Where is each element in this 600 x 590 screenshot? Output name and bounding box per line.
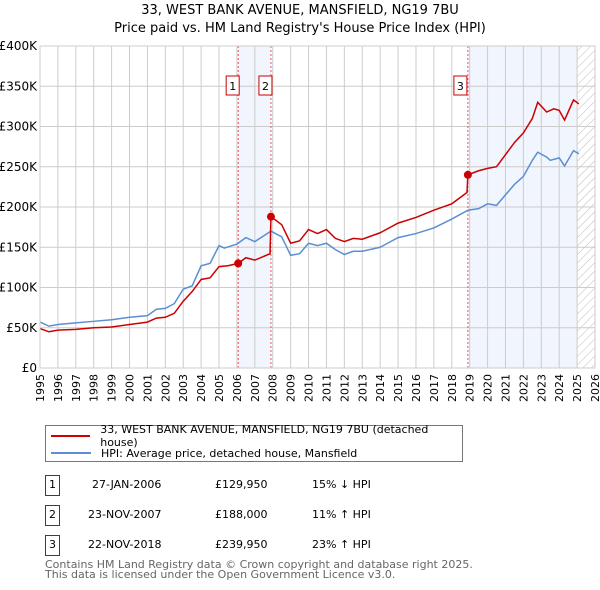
- x-tick-label: 2003: [177, 374, 190, 402]
- chart-subtitle: Price paid vs. HM Land Registry's House …: [114, 21, 486, 36]
- property-line: [39, 98, 580, 333]
- x-tick-label: 2007: [249, 374, 262, 402]
- x-tick-label: 2008: [267, 374, 280, 402]
- y-tick-label: £250K: [0, 160, 38, 174]
- sale-hpi: 15% ↓ HPI: [312, 478, 371, 491]
- x-tick-label: 1998: [88, 374, 101, 402]
- x-tick-label: 2022: [517, 374, 530, 402]
- sale-row: 2 23-NOV-2007 £188,000 11% ↑ HPI: [45, 505, 495, 526]
- sale-label-box: [453, 75, 468, 96]
- sale-label-box: [258, 75, 273, 96]
- sale-hpi: 11% ↑ HPI: [312, 508, 371, 521]
- x-tick-label: 2011: [320, 374, 333, 402]
- x-tick-label: 2019: [464, 374, 477, 402]
- sale-label-box: [225, 75, 240, 96]
- price-chart: 1995 1996 1997 1998 1999 2000 2001 2002 2003 2004…: [0, 39, 600, 402]
- sale-label: 3: [457, 80, 464, 93]
- sale-marker-label: 3: [45, 535, 60, 556]
- sale-point: [234, 259, 243, 268]
- sale-row: 3 22-NOV-2018 £239,950 23% ↑ HPI: [45, 535, 495, 556]
- x-tick-label: 2014: [374, 374, 387, 402]
- y-tick-label: £0: [22, 361, 37, 375]
- chart-title: 33, WEST BANK AVENUE, MANSFIELD, NG19 7B…: [141, 3, 459, 18]
- x-tick-label: 2025: [571, 374, 584, 402]
- x-tick-label: 2004: [195, 374, 208, 402]
- sale-marker-label: 1: [45, 475, 60, 496]
- x-tick-label: 2010: [303, 374, 316, 402]
- x-tick-label: 2009: [285, 374, 298, 402]
- sale-date: 23-NOV-2007: [88, 508, 162, 521]
- x-tick-label: 1995: [34, 374, 47, 402]
- plot-border: [39, 45, 596, 369]
- legend-swatch-hpi: [51, 452, 91, 454]
- footer: Contains HM Land Registry data © Crown c…: [45, 558, 473, 581]
- sale-point: [266, 212, 275, 221]
- x-tick-label: 2020: [482, 374, 495, 402]
- x-tick-label: 2024: [553, 374, 566, 402]
- legend: 33, WEST BANK AVENUE, MANSFIELD, NG19 7B…: [45, 423, 463, 462]
- sale-price: £239,950: [215, 538, 268, 551]
- legend-label-property: 33, WEST BANK AVENUE, MANSFIELD, NG19 7B…: [100, 423, 429, 449]
- x-tick-label: 2006: [231, 374, 244, 402]
- sale-row: 1 27-JAN-2006 £129,950 15% ↓ HPI: [45, 475, 495, 496]
- x-tick-label: 2012: [338, 374, 351, 402]
- x-tick-label: 1996: [52, 374, 65, 402]
- x-tick-label: 2001: [141, 374, 154, 402]
- sale-price: £129,950: [215, 478, 268, 491]
- legend-label-hpi: HPI: Average price, detached house, Mans…: [101, 446, 358, 460]
- x-tick-label: 2018: [446, 374, 459, 402]
- sale-point: [463, 170, 472, 179]
- x-tick-label: 2023: [535, 374, 548, 402]
- sale-date: 22-NOV-2018: [88, 538, 162, 551]
- hpi-line: [39, 149, 580, 327]
- y-tick-label: £50K: [6, 321, 38, 335]
- x-tick-label: 2016: [410, 374, 423, 402]
- x-tick-label: 1997: [70, 374, 83, 402]
- y-tick-label: £150K: [0, 240, 38, 254]
- x-tick-label: 2015: [392, 374, 405, 402]
- sale-marker-label: 2: [45, 505, 60, 526]
- legend-swatch-property: [51, 435, 91, 437]
- x-tick-label: 2013: [356, 374, 369, 402]
- y-tick-label: £200K: [0, 200, 38, 214]
- footer-line1: Contains HM Land Registry data © Crown c…: [45, 558, 473, 571]
- x-tick-label: 2005: [213, 374, 226, 402]
- x-tick-label: 1999: [106, 374, 119, 402]
- y-tick-label: £400K: [0, 39, 38, 53]
- y-tick-label: £300K: [0, 120, 38, 134]
- x-tick-label: 2017: [428, 374, 441, 402]
- footer-line2: This data is licensed under the Open Gov…: [45, 568, 396, 581]
- sale-hpi: 23% ↑ HPI: [312, 538, 371, 551]
- x-tick-label: 2021: [499, 374, 512, 402]
- x-tick-label: 2026: [589, 374, 600, 402]
- sale-price: £188,000: [215, 508, 268, 521]
- y-tick-label: £350K: [0, 79, 38, 93]
- x-tick-label: 2002: [159, 374, 172, 402]
- x-tick-label: 2000: [124, 374, 137, 402]
- sale-label: 2: [262, 80, 269, 93]
- sale-label: 1: [229, 80, 236, 93]
- sale-date: 27-JAN-2006: [92, 478, 162, 491]
- y-tick-label: £100K: [0, 281, 38, 295]
